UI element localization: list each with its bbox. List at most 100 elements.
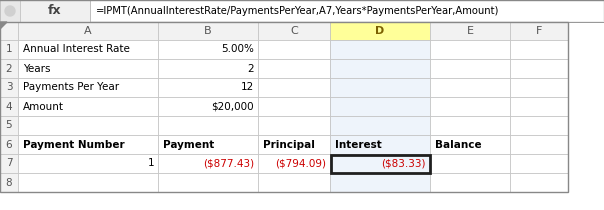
Bar (0, 22, 568, 192)
Text: 1: 1 (147, 159, 154, 168)
Bar (18, 40, 158, 59)
Text: 2: 2 (248, 63, 254, 73)
Text: $20,000: $20,000 (211, 101, 254, 112)
Bar (430, 97, 510, 116)
Text: Amount: Amount (23, 101, 64, 112)
Text: ($877.43): ($877.43) (203, 159, 254, 168)
Bar (18, 97, 158, 116)
Text: ($794.09): ($794.09) (275, 159, 326, 168)
Bar (510, 173, 568, 192)
Text: 1: 1 (5, 45, 12, 55)
Text: 5: 5 (5, 121, 12, 130)
Text: Payments Per Year: Payments Per Year (23, 83, 119, 92)
Text: 7: 7 (5, 159, 12, 168)
Bar (430, 154, 510, 173)
Bar (18, 154, 158, 173)
Text: Interest: Interest (335, 139, 382, 150)
Bar (0, 0, 20, 22)
Bar (330, 40, 430, 59)
Text: 8: 8 (5, 177, 12, 188)
Bar (0, 78, 18, 97)
Bar (158, 116, 258, 135)
Bar (158, 40, 258, 59)
Text: Principal: Principal (263, 139, 315, 150)
Bar (330, 155, 429, 172)
Bar (158, 154, 258, 173)
Bar (258, 59, 330, 78)
Bar (430, 173, 510, 192)
Bar (510, 97, 568, 116)
Bar (18, 22, 158, 40)
Bar (258, 135, 330, 154)
Text: 6: 6 (5, 139, 12, 150)
Text: Payment Number: Payment Number (23, 139, 124, 150)
Bar (158, 78, 258, 97)
Text: C: C (290, 26, 298, 36)
Bar (0, 22, 18, 40)
Text: ($83.33): ($83.33) (382, 159, 426, 168)
Bar (18, 116, 158, 135)
Bar (258, 116, 330, 135)
Bar (0, 154, 18, 173)
Bar (0, 173, 18, 192)
Bar (330, 135, 430, 154)
Bar (0, 40, 18, 59)
Circle shape (5, 6, 15, 16)
Text: 3: 3 (5, 83, 12, 92)
Bar (430, 78, 510, 97)
Text: E: E (466, 26, 474, 36)
Text: Balance: Balance (435, 139, 481, 150)
Bar (158, 22, 258, 40)
Bar (158, 135, 258, 154)
Bar (330, 173, 430, 192)
Text: =IPMT(AnnualInterestRate/PaymentsPerYear,A7,Years*PaymentsPerYear,Amount): =IPMT(AnnualInterestRate/PaymentsPerYear… (96, 6, 500, 16)
Bar (0, 59, 18, 78)
Bar (158, 59, 258, 78)
Text: A: A (84, 26, 92, 36)
Bar (0, 0, 604, 22)
Bar (0, 135, 18, 154)
Text: fx: fx (48, 4, 62, 17)
Bar (510, 59, 568, 78)
Bar (510, 40, 568, 59)
Bar (330, 59, 430, 78)
Bar (258, 97, 330, 116)
Bar (510, 135, 568, 154)
Bar (430, 40, 510, 59)
Bar (330, 97, 430, 116)
Bar (330, 22, 430, 40)
Bar (510, 22, 568, 40)
Bar (18, 173, 158, 192)
Text: F: F (536, 26, 542, 36)
Text: Years: Years (23, 63, 51, 73)
Bar (158, 97, 258, 116)
Bar (258, 154, 330, 173)
Bar (330, 154, 430, 173)
Text: Payment: Payment (163, 139, 214, 150)
Bar (0, 97, 18, 116)
Bar (158, 173, 258, 192)
Bar (430, 116, 510, 135)
Text: 12: 12 (241, 83, 254, 92)
Bar (18, 59, 158, 78)
Text: 2: 2 (5, 63, 12, 73)
Bar (258, 78, 330, 97)
Bar (258, 22, 330, 40)
Text: Annual Interest Rate: Annual Interest Rate (23, 45, 130, 55)
Bar (18, 135, 158, 154)
Bar (430, 59, 510, 78)
Text: 4: 4 (5, 101, 12, 112)
Bar (330, 78, 430, 97)
Bar (258, 173, 330, 192)
Polygon shape (0, 22, 7, 29)
Bar (330, 116, 430, 135)
Bar (0, 0, 90, 22)
Text: D: D (375, 26, 385, 36)
Bar (430, 22, 510, 40)
Bar (91, 1, 603, 21)
Bar (510, 78, 568, 97)
Bar (430, 135, 510, 154)
Bar (510, 154, 568, 173)
Bar (18, 78, 158, 97)
Text: 5.00%: 5.00% (221, 45, 254, 55)
